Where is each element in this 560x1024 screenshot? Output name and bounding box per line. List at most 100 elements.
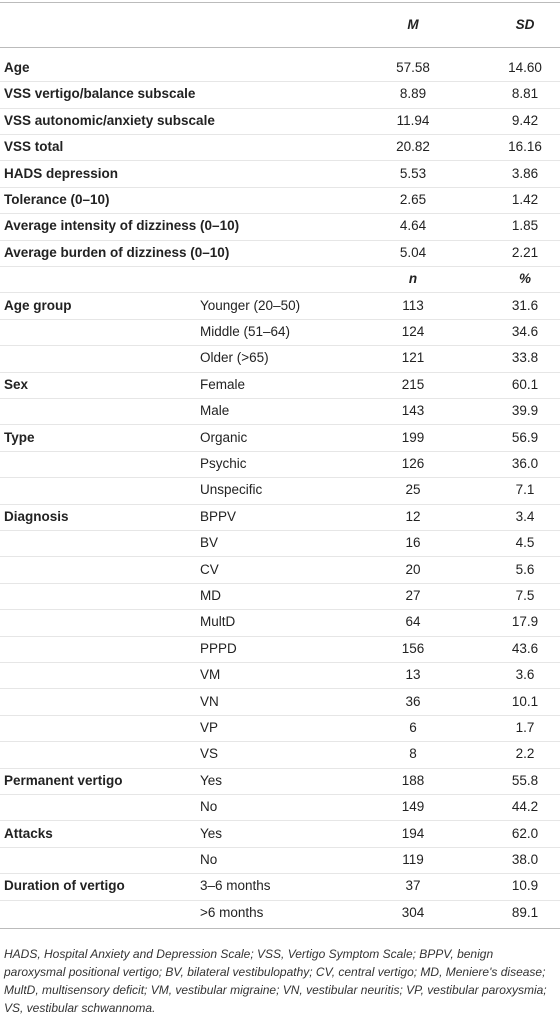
cell: 2.65 [399, 192, 427, 207]
cell: 119 [402, 852, 424, 867]
row-separator [0, 319, 560, 320]
row-label: VSS autonomic/anxiety subscale [4, 112, 215, 128]
cell: 55.8 [511, 772, 539, 788]
row-separator [0, 530, 560, 531]
row-separator [0, 873, 560, 874]
cell: 25 [405, 482, 421, 498]
row-category: Unspecific [200, 482, 263, 498]
cell: 143 [401, 403, 425, 419]
row-separator [0, 372, 560, 373]
row-category: CV [200, 561, 219, 577]
cell: 5.6 [515, 561, 535, 577]
row-separator [0, 741, 560, 742]
cell: 194 [401, 825, 425, 841]
row-category: Psychic [200, 456, 247, 471]
row-separator [0, 820, 560, 821]
row-separator [0, 134, 560, 135]
row-separator [0, 847, 560, 848]
row-separator [0, 213, 560, 214]
row-separator [0, 477, 560, 478]
row-label: VSS total [4, 139, 64, 155]
cell: 5.04 [399, 244, 427, 260]
cell: 3.6 [515, 667, 535, 683]
row-separator [0, 187, 560, 188]
cell: 4.5 [515, 535, 535, 551]
row-category: Male [200, 403, 230, 419]
cell: 16 [405, 535, 421, 551]
row-label: HADS depression [4, 165, 119, 181]
cell: 17.9 [511, 614, 539, 630]
row-label: Tolerance (0–10) [4, 192, 110, 207]
row-separator [0, 451, 560, 452]
cell: 34.6 [511, 324, 539, 339]
cell: 124 [401, 324, 425, 339]
row-category: Middle (51–64) [200, 324, 291, 339]
row-label: Permanent vertigo [4, 772, 123, 788]
cell: 149 [401, 799, 425, 815]
cell: 7.1 [515, 482, 535, 498]
row-category: MultD [200, 614, 236, 630]
cell: 1.85 [511, 218, 539, 234]
row-separator [0, 636, 560, 637]
row-category: 3–6 months [200, 878, 271, 894]
row-label: VSS vertigo/balance subscale [4, 86, 196, 102]
top-rule [0, 2, 560, 3]
cell: 39.9 [511, 403, 539, 419]
cell: 38.0 [511, 852, 539, 867]
cell: 56.9 [511, 429, 539, 445]
row-separator [0, 688, 560, 689]
cell: 12 [405, 508, 421, 524]
cell: 27 [405, 588, 421, 603]
row-category: Yes [200, 825, 223, 841]
row-label: Age [4, 60, 30, 75]
cell: 16.16 [508, 139, 542, 155]
column-header: M [407, 17, 419, 32]
row-separator [0, 424, 560, 425]
row-category: Organic [200, 429, 248, 445]
cell: 8.89 [399, 86, 427, 102]
row-category: VP [200, 720, 219, 735]
row-separator [0, 108, 560, 109]
cell: 121 [401, 350, 425, 366]
row-separator [0, 240, 560, 241]
cell: 37 [405, 878, 421, 894]
row-separator [0, 504, 560, 505]
row-category: BV [200, 535, 219, 551]
cell: 9.42 [511, 112, 539, 128]
cell: 11.94 [396, 112, 430, 128]
column-header: n [408, 271, 418, 287]
row-label: Sex [4, 376, 29, 392]
cell: 8.81 [511, 86, 539, 102]
row-separator [0, 794, 560, 795]
row-label: Average burden of dizziness (0–10) [4, 244, 230, 260]
row-label: Age group [4, 297, 72, 313]
row-category: VS [200, 746, 219, 762]
row-separator [0, 266, 560, 267]
cell: 33.8 [511, 350, 539, 366]
cell: 8 [409, 746, 417, 762]
cell: 156 [401, 640, 425, 656]
cell: 43.6 [511, 640, 539, 656]
cell: 304 [401, 904, 425, 920]
row-separator [0, 292, 560, 293]
cell: 36 [405, 693, 421, 709]
cell: 89.1 [511, 904, 539, 920]
row-category: BPPV [200, 508, 237, 524]
cell: 4.64 [399, 218, 427, 234]
bottom-rule [0, 928, 560, 929]
cell: 10.1 [511, 693, 539, 709]
cell: 31.6 [511, 297, 539, 313]
cell: 44.2 [511, 799, 539, 815]
row-label: Type [4, 429, 35, 445]
cell: 3.86 [511, 165, 539, 181]
cell: 20 [405, 561, 421, 577]
cell: 1.7 [515, 720, 535, 735]
row-category: No [200, 852, 218, 867]
row-category: VN [200, 693, 219, 709]
cell: 13 [405, 667, 421, 683]
row-separator [0, 160, 560, 161]
cell: 5.53 [399, 165, 427, 181]
column-header: SD [515, 17, 535, 32]
row-label: Diagnosis [4, 508, 69, 524]
